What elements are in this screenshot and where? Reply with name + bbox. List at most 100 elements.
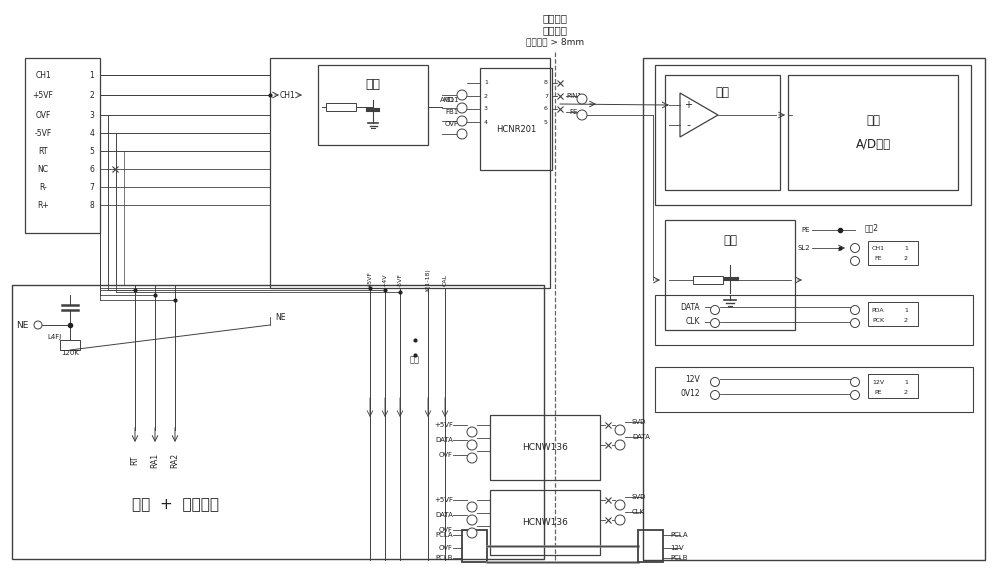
Text: FE: FE <box>570 109 578 115</box>
Bar <box>868 374 918 398</box>
Text: CH1: CH1 <box>280 91 296 99</box>
Circle shape <box>467 453 477 463</box>
Text: 6: 6 <box>544 107 548 111</box>
Text: 2: 2 <box>484 94 488 99</box>
Text: PDA: PDA <box>872 308 884 312</box>
Bar <box>490 490 600 555</box>
Text: K(1-18): K(1-18) <box>426 269 430 292</box>
Text: RA2: RA2 <box>170 452 180 468</box>
Text: OVF: OVF <box>445 121 459 127</box>
Text: 3: 3 <box>484 107 488 111</box>
Text: SVD: SVD <box>632 494 646 500</box>
Text: R+: R+ <box>37 200 49 210</box>
Circle shape <box>34 321 42 329</box>
Bar <box>665 75 780 190</box>
Text: PCLA: PCLA <box>435 532 453 538</box>
Circle shape <box>577 110 587 120</box>
Text: SL2: SL2 <box>797 245 810 251</box>
Text: 8: 8 <box>90 200 94 210</box>
Text: 2: 2 <box>904 255 908 261</box>
Text: CLK: CLK <box>686 317 700 327</box>
Text: 加强绝缘: 加强绝缘 <box>542 13 568 23</box>
Text: CLK: CLK <box>632 509 645 515</box>
Text: 5: 5 <box>90 146 94 156</box>
Bar <box>60 340 80 350</box>
Text: 5: 5 <box>544 119 548 125</box>
Text: 1: 1 <box>484 80 488 86</box>
Circle shape <box>467 502 477 512</box>
Circle shape <box>615 500 625 510</box>
Text: 12V: 12V <box>670 545 684 551</box>
Bar <box>643 58 985 560</box>
Text: CH1: CH1 <box>872 246 885 251</box>
Circle shape <box>467 427 477 437</box>
Text: RT: RT <box>38 146 48 156</box>
Text: 爬电距离 > 8mm: 爬电距离 > 8mm <box>526 37 584 46</box>
Text: 模数: 模数 <box>866 114 880 126</box>
Circle shape <box>850 378 860 386</box>
Text: NE: NE <box>275 312 285 321</box>
Text: 1: 1 <box>904 379 908 385</box>
Text: FE: FE <box>874 255 882 261</box>
Circle shape <box>850 319 860 328</box>
Circle shape <box>710 378 720 386</box>
Text: RA1: RA1 <box>150 452 160 468</box>
Circle shape <box>850 390 860 400</box>
Bar <box>480 68 552 170</box>
Bar <box>868 302 918 326</box>
Text: -: - <box>686 120 690 130</box>
Text: PIN1: PIN1 <box>566 93 582 99</box>
Text: DATA: DATA <box>680 302 700 312</box>
Text: RT: RT <box>130 455 140 465</box>
Text: -5VF: -5VF <box>34 129 52 138</box>
Text: FB1: FB1 <box>445 109 458 115</box>
Text: 1: 1 <box>90 71 94 80</box>
Text: 4: 4 <box>484 119 488 125</box>
Text: 放大: 放大 <box>716 87 730 99</box>
Text: PCLB: PCLB <box>436 555 453 561</box>
Circle shape <box>710 390 720 400</box>
Circle shape <box>467 440 477 450</box>
Circle shape <box>457 103 467 113</box>
Bar <box>318 65 428 145</box>
Bar <box>490 415 600 480</box>
Text: +5VF: +5VF <box>368 272 372 289</box>
Text: 2: 2 <box>904 317 908 323</box>
Text: 高通: 高通 <box>366 79 380 91</box>
Text: 12V: 12V <box>872 379 884 385</box>
Circle shape <box>710 319 720 328</box>
Text: 2: 2 <box>904 390 908 394</box>
Text: 电气隔离: 电气隔离 <box>542 25 568 35</box>
Text: 0V12: 0V12 <box>680 390 700 398</box>
Text: 120K: 120K <box>61 350 79 356</box>
Text: L4FJ: L4FJ <box>48 334 62 340</box>
Circle shape <box>850 305 860 315</box>
Circle shape <box>457 90 467 100</box>
Text: PCLB: PCLB <box>670 555 688 561</box>
Circle shape <box>710 305 720 315</box>
Text: 4: 4 <box>90 129 94 138</box>
Text: HCNR201: HCNR201 <box>496 125 536 134</box>
Text: DATA: DATA <box>435 512 453 518</box>
Bar <box>270 58 550 288</box>
Text: 2: 2 <box>90 91 94 99</box>
Text: OVF: OVF <box>439 452 453 458</box>
Text: PE: PE <box>802 227 810 233</box>
Text: PCK: PCK <box>872 317 884 323</box>
Text: AM1: AM1 <box>440 97 456 103</box>
Circle shape <box>577 94 587 104</box>
Text: 8: 8 <box>544 80 548 86</box>
Bar <box>665 220 795 330</box>
Text: 低通: 低通 <box>723 234 737 246</box>
Text: R-: R- <box>39 183 47 192</box>
Circle shape <box>615 425 625 435</box>
Bar <box>326 103 356 111</box>
Text: DATA: DATA <box>435 437 453 443</box>
Text: NC: NC <box>38 165 48 173</box>
Text: NE: NE <box>16 320 28 329</box>
Bar <box>655 295 973 345</box>
Text: PCLA: PCLA <box>670 532 688 538</box>
Text: 1: 1 <box>904 246 908 251</box>
Circle shape <box>467 528 477 538</box>
Text: PE: PE <box>874 390 882 394</box>
